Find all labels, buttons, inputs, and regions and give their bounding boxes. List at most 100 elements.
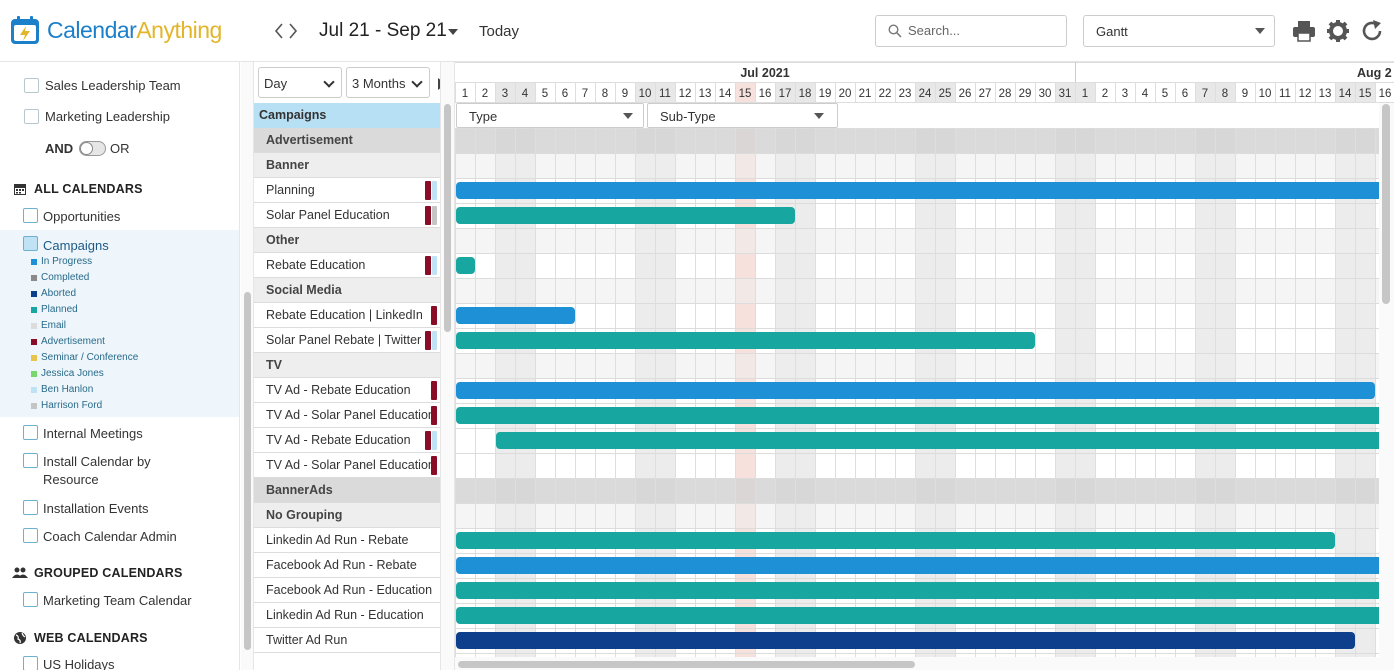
gantt-row-item[interactable]: Planning (254, 178, 440, 203)
day-label: 9 (1242, 88, 1248, 100)
sidebar-scrollbar-thumb[interactable] (244, 292, 251, 650)
weekend-header-cell (1195, 82, 1215, 102)
gantt-row-item[interactable]: Linkedin Ad Run - Rebate (254, 528, 440, 553)
gantt-row-label: Facebook Ad Run - Education (266, 583, 433, 597)
legend-label: Ben Hanlon (41, 384, 94, 395)
gantt-row-item[interactable]: Facebook Ad Run - Education (254, 578, 440, 603)
gantt-row-item[interactable]: Rebate Education (254, 253, 440, 278)
month-label: Aug 2 (1357, 66, 1392, 80)
gantt-row-item[interactable]: TV Ad - Solar Panel Education (254, 453, 440, 478)
gantt-scrollbar-thumb[interactable] (444, 104, 451, 332)
legend-swatch (31, 323, 37, 329)
day-label: 3 (502, 88, 508, 100)
gantt-row-group[interactable]: BannerAds (254, 478, 440, 503)
date-range-label[interactable]: Jul 21 - Sep 21 (319, 20, 447, 41)
gantt-row-group[interactable]: No Grouping (254, 503, 440, 528)
gantt-bar (456, 182, 1385, 199)
gantt-row-item[interactable]: Rebate Education | LinkedIn (254, 303, 440, 328)
today-button[interactable]: Today (479, 23, 520, 40)
day-label: 4 (1142, 88, 1149, 100)
and-or-toggle[interactable] (79, 141, 106, 156)
view-select[interactable]: Gantt (1083, 15, 1275, 47)
legend-label: Harrison Ford (41, 400, 103, 411)
gantt-row-item[interactable]: Twitter Ad Run (254, 628, 440, 653)
gantt-row-group[interactable]: Advertisement (254, 128, 440, 153)
and-label: AND (45, 141, 74, 156)
sidebar-item-install-calendar[interactable]: Install Calendar by (43, 454, 151, 469)
sidebar-item-marketing-leadership[interactable]: Marketing Leadership (45, 109, 171, 124)
chevron-down-icon (814, 113, 824, 119)
gantt-row-item[interactable]: TV Ad - Rebate Education (254, 428, 440, 453)
gantt-row-label: TV Ad - Solar Panel Education (266, 458, 432, 472)
checkbox-marketing-team[interactable] (23, 592, 38, 607)
gear-icon[interactable] (1326, 19, 1350, 43)
subgroup-row-band (455, 503, 1394, 528)
gantt-scrollbar[interactable] (440, 62, 455, 670)
gantt-row-item[interactable]: TV Ad - Solar Panel Education (254, 403, 440, 428)
sidebar-item-internal-meetings[interactable]: Internal Meetings (43, 426, 143, 441)
day-label: 26 (959, 88, 972, 100)
legend-swatch (31, 339, 37, 345)
calendar-sidebar: Sales Leadership Team Marketing Leadersh… (0, 62, 240, 670)
subtype-filter[interactable]: Sub-Type (647, 103, 838, 128)
gantt-row-item[interactable]: Solar Panel Education (254, 203, 440, 228)
checkbox-internal-meetings[interactable] (23, 425, 38, 440)
timeline-horizontal-scrollbar[interactable] (455, 657, 1379, 670)
sidebar-item-sales-leadership[interactable]: Sales Leadership Team (45, 78, 181, 93)
gantt-row-item[interactable]: Solar Panel Rebate | Twitter (254, 328, 440, 353)
gantt-row-item[interactable]: TV Ad - Rebate Education (254, 378, 440, 403)
checkbox-opportunities[interactable] (23, 208, 38, 223)
day-label: 7 (1202, 88, 1208, 100)
sidebar-item-campaigns[interactable]: Campaigns (43, 238, 109, 253)
refresh-icon[interactable] (1360, 19, 1384, 43)
timeline-vertical-scrollbar-thumb[interactable] (1382, 104, 1390, 304)
sidebar-item-opportunities[interactable]: Opportunities (43, 209, 121, 224)
scale-select[interactable]: Day (258, 67, 342, 98)
gantt-row-label: Twitter Ad Run (266, 633, 348, 647)
type-color-marker (425, 206, 431, 225)
search-box[interactable] (875, 15, 1067, 47)
sidebar-item-coach-calendar[interactable]: Coach Calendar Admin (43, 529, 177, 544)
day-label: 31 (1059, 88, 1072, 100)
sidebar-item-installation-events[interactable]: Installation Events (43, 501, 149, 516)
gantt-row-item[interactable]: Facebook Ad Run - Rebate (254, 553, 440, 578)
span-select[interactable]: 3 Months (346, 67, 430, 98)
checkbox-campaigns[interactable] (23, 236, 38, 251)
sidebar-scrollbar[interactable] (241, 62, 254, 670)
checkbox-install-calendar[interactable] (23, 453, 38, 468)
weekend-header-cell (795, 82, 815, 102)
checkbox-installation-events[interactable] (23, 500, 38, 515)
legend-label: In Progress (41, 256, 93, 267)
gantt-row-group[interactable]: Social Media (254, 278, 440, 303)
gantt-row-group[interactable]: Other (254, 228, 440, 253)
gantt-row-item[interactable]: Linkedin Ad Run - Education (254, 603, 440, 628)
print-icon[interactable] (1292, 19, 1316, 43)
sidebar-item-us-holidays[interactable]: US Holidays (43, 657, 115, 670)
timeline-horizontal-scrollbar-thumb[interactable] (458, 661, 915, 668)
day-label: 8 (602, 88, 608, 100)
weekend-header-cell (915, 82, 935, 102)
type-filter[interactable]: Type (456, 103, 644, 128)
sidebar-item-install-calendar-line2[interactable]: Resource (43, 472, 99, 487)
checkbox-marketing-leadership[interactable] (24, 109, 39, 124)
date-range-caret-icon[interactable] (448, 29, 458, 35)
checkbox-sales-leadership[interactable] (24, 78, 39, 93)
sidebar-item-marketing-team[interactable]: Marketing Team Calendar (43, 593, 192, 608)
weekend-header-cell (1215, 82, 1235, 102)
checkbox-coach-calendar[interactable] (23, 528, 38, 543)
day-label: 16 (759, 88, 772, 100)
day-label: 4 (522, 88, 529, 100)
gantt-row-group[interactable]: TV (254, 353, 440, 378)
brand-name[interactable]: CalendarAnything (47, 17, 222, 44)
gantt-row-label: Other (266, 233, 300, 247)
gantt-row-label: BannerAds (266, 483, 333, 497)
campaigns-calendar-block: Campaigns In Progress Completed Aborted Pla… (0, 230, 239, 417)
search-input[interactable] (908, 23, 1058, 38)
gantt-row-group[interactable]: Banner (254, 153, 440, 178)
prev-arrow-icon[interactable] (274, 23, 284, 39)
next-arrow-icon[interactable] (288, 23, 298, 39)
brand-part-2: Anything (136, 17, 222, 43)
timeline-vertical-scrollbar[interactable] (1379, 103, 1394, 670)
checkbox-us-holidays[interactable] (23, 656, 38, 670)
day-label: 8 (1222, 88, 1228, 100)
